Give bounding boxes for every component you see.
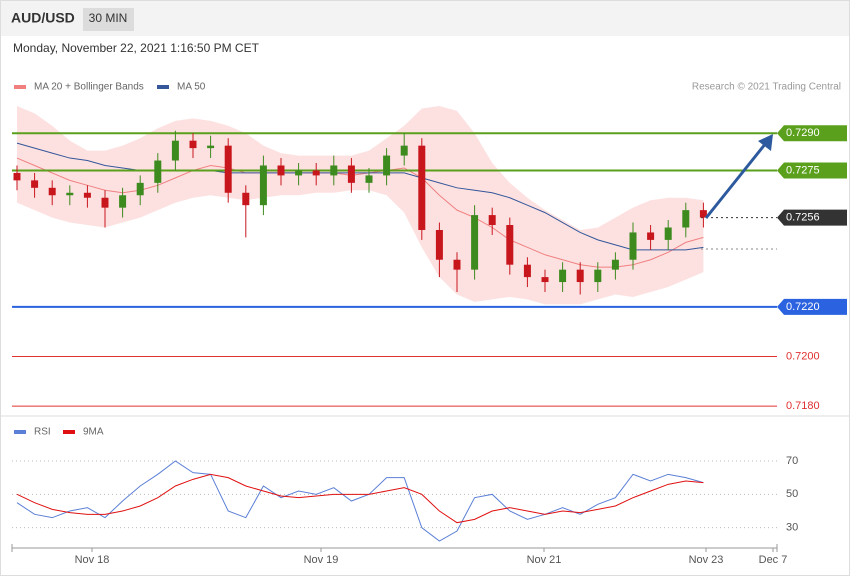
candle-body <box>418 145 426 230</box>
title: AUD/USD <box>11 10 75 26</box>
x-tick-label: Nov 18 <box>75 554 110 566</box>
candle-body <box>136 182 144 196</box>
candle-body <box>207 145 215 149</box>
legend-swatch <box>14 85 26 89</box>
candle-body <box>242 192 250 206</box>
candle-body <box>594 269 602 283</box>
legend-swatch <box>157 85 169 89</box>
candle-body <box>330 165 338 176</box>
legend-label: MA 50 <box>177 82 206 93</box>
level-label: 0.7290 <box>786 127 820 139</box>
level-label: 0.7275 <box>786 164 820 176</box>
x-tick-label: Dec 7 <box>759 554 788 566</box>
legend-swatch <box>63 430 75 434</box>
level-tag <box>777 209 847 226</box>
candle-body <box>664 227 672 240</box>
candle-body <box>312 170 320 176</box>
candle-body <box>347 165 355 183</box>
forecast-arrow <box>704 142 768 219</box>
candle-body <box>66 192 74 196</box>
candle-body <box>682 210 690 228</box>
rsi-line <box>16 460 704 542</box>
candle-body <box>365 175 373 183</box>
candle-body <box>277 165 285 176</box>
bollinger-band <box>17 105 704 305</box>
x-tick-label: Nov 19 <box>304 554 339 566</box>
level-label: 0.7180 <box>786 400 820 412</box>
x-tick-label: Nov 23 <box>689 554 724 566</box>
candle-body <box>435 229 443 260</box>
candle-body <box>101 197 109 208</box>
level-label: 0.7200 <box>786 350 820 362</box>
candle-body <box>171 140 179 161</box>
candle-body <box>224 145 232 193</box>
x-tick-label: Nov 21 <box>527 554 562 566</box>
candle-body <box>383 155 391 176</box>
candle-body <box>523 264 531 278</box>
level-tag <box>777 125 847 142</box>
candle-body <box>576 269 584 283</box>
legend-label: RSI <box>34 427 51 438</box>
candle-body <box>119 195 127 208</box>
ma-line <box>16 142 704 251</box>
legend-label: MA 20 + Bollinger Bands <box>34 82 144 93</box>
candle-body <box>559 269 567 283</box>
candle-body <box>611 259 619 270</box>
candle-body <box>488 215 496 226</box>
legend-label: 9MA <box>83 427 104 438</box>
candle-body <box>48 187 56 196</box>
candle-body <box>31 180 39 188</box>
candle-body <box>506 225 514 265</box>
level-label: 0.7220 <box>786 301 820 313</box>
candle-body <box>629 232 637 260</box>
y-tick-label: 30 <box>786 522 798 534</box>
y-tick-label: 70 <box>786 455 798 467</box>
candle-body <box>295 170 303 176</box>
candle-body <box>541 277 549 283</box>
candle-body <box>13 172 21 181</box>
ma-line <box>16 157 704 268</box>
timeframe: 30 MIN <box>89 11 128 25</box>
candle-body <box>471 215 479 270</box>
forecast-arrowhead <box>758 134 773 151</box>
candle-body <box>699 210 707 218</box>
candle-body <box>259 165 267 206</box>
legend-swatch <box>14 430 26 434</box>
level-tag <box>777 298 847 315</box>
candle-body <box>453 259 461 270</box>
candle-body <box>189 140 197 149</box>
candle-body <box>154 160 162 183</box>
header-bar <box>1 1 849 36</box>
level-tag <box>777 162 847 179</box>
source: Research © 2021 Trading Central <box>692 82 841 93</box>
y-tick-label: 50 <box>786 488 798 500</box>
rsi-line <box>16 473 704 524</box>
timeframe-box <box>83 8 134 31</box>
level-label: 0.7256 <box>786 211 820 223</box>
candle-body <box>83 192 91 198</box>
candle-body <box>647 232 655 240</box>
subtitle: Monday, November 22, 2021 1:16:50 PM CET <box>13 41 260 55</box>
candle-body <box>400 145 408 156</box>
